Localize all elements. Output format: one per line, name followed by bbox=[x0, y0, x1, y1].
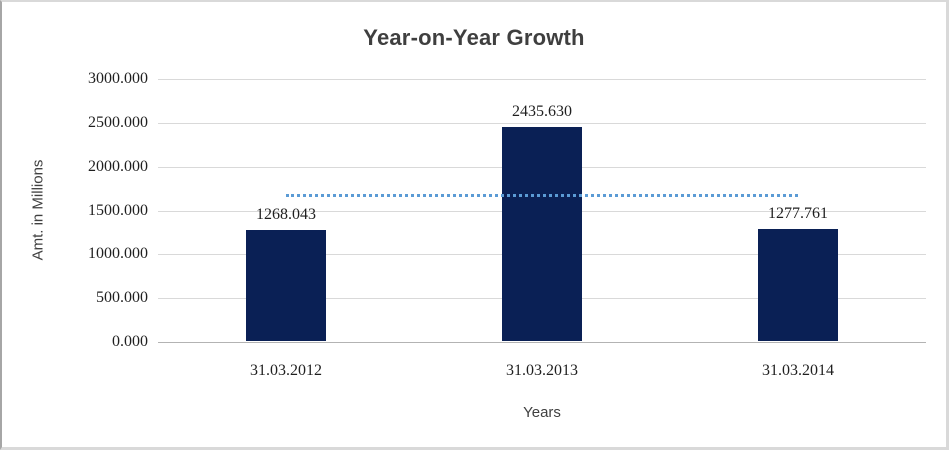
x-axis-title: Years bbox=[523, 404, 561, 421]
y-tick-label: 500.000 bbox=[96, 289, 148, 306]
bar-data-label: 1268.043 bbox=[256, 206, 316, 223]
y-tick-label: 3000.000 bbox=[88, 70, 148, 87]
bar-data-label: 2435.630 bbox=[512, 103, 572, 120]
bar bbox=[246, 230, 326, 341]
y-tick-label: 2500.000 bbox=[88, 114, 148, 131]
x-tick-label: 31.03.2014 bbox=[762, 362, 834, 379]
x-tick-label: 31.03.2012 bbox=[250, 362, 322, 379]
bar bbox=[502, 127, 582, 341]
plot-area: 1268.043 2435.630 1277.761 bbox=[158, 79, 926, 343]
x-tick-label: 31.03.2013 bbox=[506, 362, 578, 379]
y-tick-label: 1500.000 bbox=[88, 202, 148, 219]
y-tick-label: 2000.000 bbox=[88, 158, 148, 175]
trendline bbox=[286, 194, 798, 197]
chart-title: Year-on-Year Growth bbox=[363, 25, 585, 50]
y-tick-label: 0.000 bbox=[112, 333, 148, 350]
gridline bbox=[158, 79, 926, 80]
bar-data-label: 1277.761 bbox=[768, 205, 828, 222]
gridline bbox=[158, 123, 926, 124]
bar bbox=[758, 229, 838, 341]
x-axis-line bbox=[158, 342, 926, 343]
y-tick-label: 1000.000 bbox=[88, 245, 148, 262]
